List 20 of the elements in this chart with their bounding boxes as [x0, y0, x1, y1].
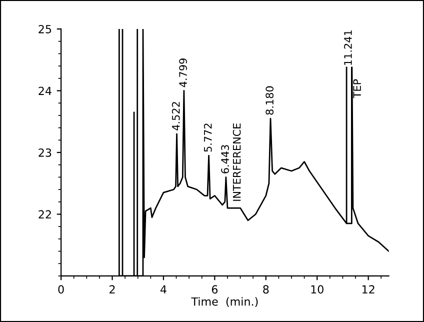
- annotation: INTERFERENCE: [232, 123, 241, 201]
- x-tick-label: 8: [263, 285, 269, 294]
- annotation: 6.443: [221, 145, 229, 174]
- annotation: 4.522: [172, 102, 180, 130]
- x-tick-label: 6: [212, 285, 218, 294]
- x-axis-title: Time (min.): [191, 297, 258, 308]
- annotation: TEP: [353, 79, 361, 98]
- annotation: 5.772: [204, 124, 212, 152]
- annotation: 11.241: [344, 30, 352, 65]
- y-tick-label: 24: [38, 86, 52, 95]
- x-tick-label: 12: [362, 285, 374, 294]
- x-tick-label: 2: [110, 285, 115, 294]
- x-tick-label: 0: [58, 285, 64, 294]
- x-tick-label: 10: [311, 285, 324, 294]
- x-tick-label: 4: [160, 285, 166, 294]
- annotation: 8.180: [266, 86, 274, 115]
- y-tick-label: 23: [38, 148, 52, 157]
- annotation: 4.799: [179, 58, 187, 88]
- y-tick-label: 22: [38, 210, 51, 218]
- y-tick-label: 25: [38, 24, 52, 34]
